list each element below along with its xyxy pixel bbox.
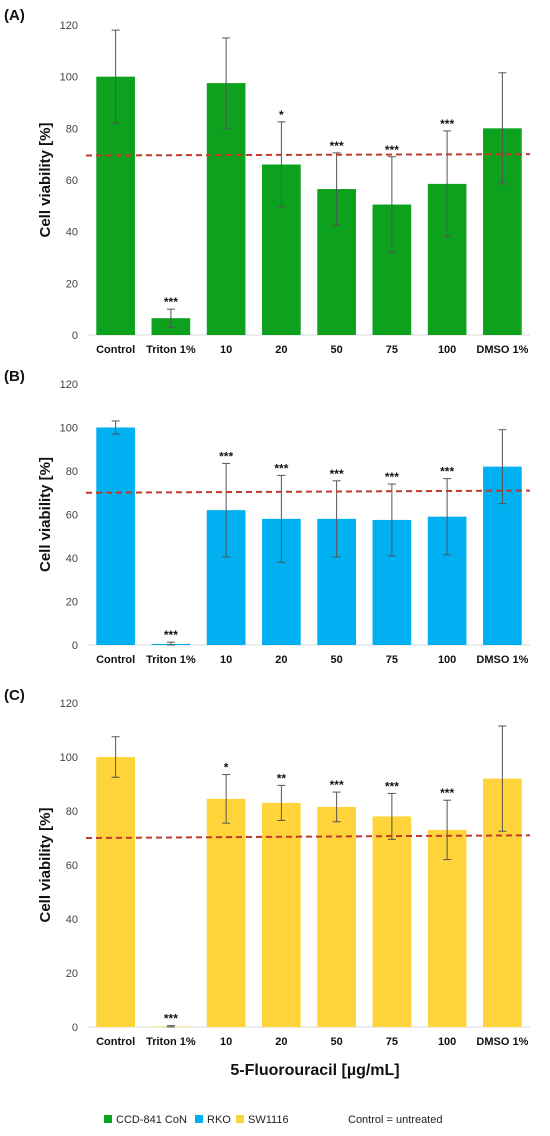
significance-label: * — [224, 761, 229, 775]
y-axis-label: Cell viability [%] — [37, 122, 54, 237]
y-tick-label: 40 — [66, 914, 78, 926]
x-category-label: Triton 1% — [146, 1036, 196, 1048]
chart-panel-3: (C) Cell viability [%] 0 20 40 60 80 100 120 Cont… — [4, 687, 531, 1079]
x-category-label: 20 — [275, 654, 287, 666]
significance-label: *** — [330, 778, 344, 792]
x-category-label: Triton 1% — [146, 654, 196, 666]
y-tick-label: 20 — [66, 597, 78, 609]
x-category-label: DMSO 1% — [476, 654, 528, 666]
bar-3 — [206, 798, 246, 1027]
y-tick-label: 40 — [66, 553, 78, 565]
legend-swatch — [236, 1115, 244, 1123]
legend-swatch — [195, 1115, 203, 1123]
y-tick-label: 0 — [72, 640, 78, 652]
panel-label: (A) — [4, 7, 25, 24]
chart-panel-2: (B) Cell viability [%] 0 20 40 60 80 100 120 Cont… — [4, 368, 531, 666]
x-category-label: 100 — [438, 654, 456, 666]
panel-label: (B) — [4, 368, 25, 385]
y-tick-label: 40 — [66, 227, 78, 239]
significance-label: *** — [385, 470, 399, 484]
x-category-label: 10 — [220, 344, 232, 356]
y-tick-label: 60 — [66, 860, 78, 872]
y-tick-label: 120 — [60, 698, 78, 710]
y-tick-label: 0 — [72, 330, 78, 342]
significance-label: *** — [385, 143, 399, 157]
x-category-label: Control — [96, 654, 135, 666]
significance-label: *** — [440, 786, 454, 800]
y-tick-label: 20 — [66, 278, 78, 290]
x-category-label: Control — [96, 344, 135, 356]
x-category-label: 75 — [386, 344, 398, 356]
significance-label: *** — [440, 465, 454, 479]
legend-item-label: SW1116 — [248, 1114, 289, 1126]
bar-1 — [96, 427, 135, 645]
x-category-label: Control — [96, 1036, 135, 1048]
y-tick-label: 20 — [66, 968, 78, 980]
significance-label: ** — [277, 771, 287, 785]
threshold-line — [85, 153, 531, 157]
y-tick-label: 80 — [66, 466, 78, 478]
threshold-line — [85, 489, 531, 494]
significance-label: * — [279, 108, 284, 122]
bar-5 — [317, 806, 356, 1027]
significance-label: *** — [330, 467, 344, 481]
x-category-label: 10 — [220, 654, 232, 666]
significance-label: *** — [164, 1012, 178, 1026]
legend-item-label: CCD-841 CoN — [116, 1114, 187, 1126]
y-tick-label: 100 — [60, 752, 78, 764]
bar-6 — [372, 816, 412, 1027]
legend: CCD-841 CoN RKO SW1116 Control = untreated — [104, 1114, 442, 1126]
bar-7 — [427, 829, 467, 1027]
x-category-label: DMSO 1% — [476, 1036, 528, 1048]
significance-label: *** — [164, 295, 178, 309]
significance-label: *** — [330, 139, 344, 153]
x-category-label: 100 — [438, 1036, 456, 1048]
y-tick-label: 80 — [66, 806, 78, 818]
y-tick-label: 120 — [60, 379, 78, 391]
significance-label: *** — [274, 461, 288, 475]
chart-panel-1: (A) Cell viability [%] 0 20 40 60 80 100 120 Cont… — [4, 7, 531, 356]
y-tick-label: 60 — [66, 175, 78, 187]
x-category-label: 10 — [220, 1036, 232, 1048]
threshold-line — [85, 834, 531, 839]
significance-label: *** — [219, 449, 233, 463]
y-tick-label: 80 — [66, 123, 78, 135]
x-category-label: Triton 1% — [146, 344, 196, 356]
x-category-label: 20 — [275, 1036, 287, 1048]
y-axis-label: Cell viability [%] — [37, 457, 54, 572]
significance-label: *** — [385, 779, 399, 793]
panel-label: (C) — [4, 687, 25, 704]
legend-item-label: RKO — [207, 1114, 231, 1126]
x-category-label: 50 — [331, 344, 343, 356]
x-axis-title: 5-Fluorouracil [µg/mL] — [230, 1062, 399, 1079]
y-tick-label: 120 — [60, 20, 78, 32]
legend-note: Control = untreated — [348, 1114, 442, 1126]
x-category-label: 75 — [386, 654, 398, 666]
significance-label: *** — [164, 628, 178, 642]
x-category-label: 50 — [331, 1036, 343, 1048]
x-category-label: 75 — [386, 1036, 398, 1048]
x-category-label: 20 — [275, 344, 287, 356]
x-category-label: 50 — [331, 654, 343, 666]
bar-1 — [96, 757, 135, 1027]
significance-label: *** — [440, 117, 454, 131]
y-tick-label: 100 — [60, 72, 78, 84]
x-category-label: DMSO 1% — [476, 344, 528, 356]
x-category-label: 100 — [438, 344, 456, 356]
y-tick-label: 100 — [60, 423, 78, 435]
y-tick-label: 60 — [66, 510, 78, 522]
y-axis-label: Cell viability [%] — [37, 807, 54, 922]
y-tick-label: 0 — [72, 1022, 78, 1034]
legend-swatch — [104, 1115, 112, 1123]
bar-4 — [262, 802, 301, 1027]
